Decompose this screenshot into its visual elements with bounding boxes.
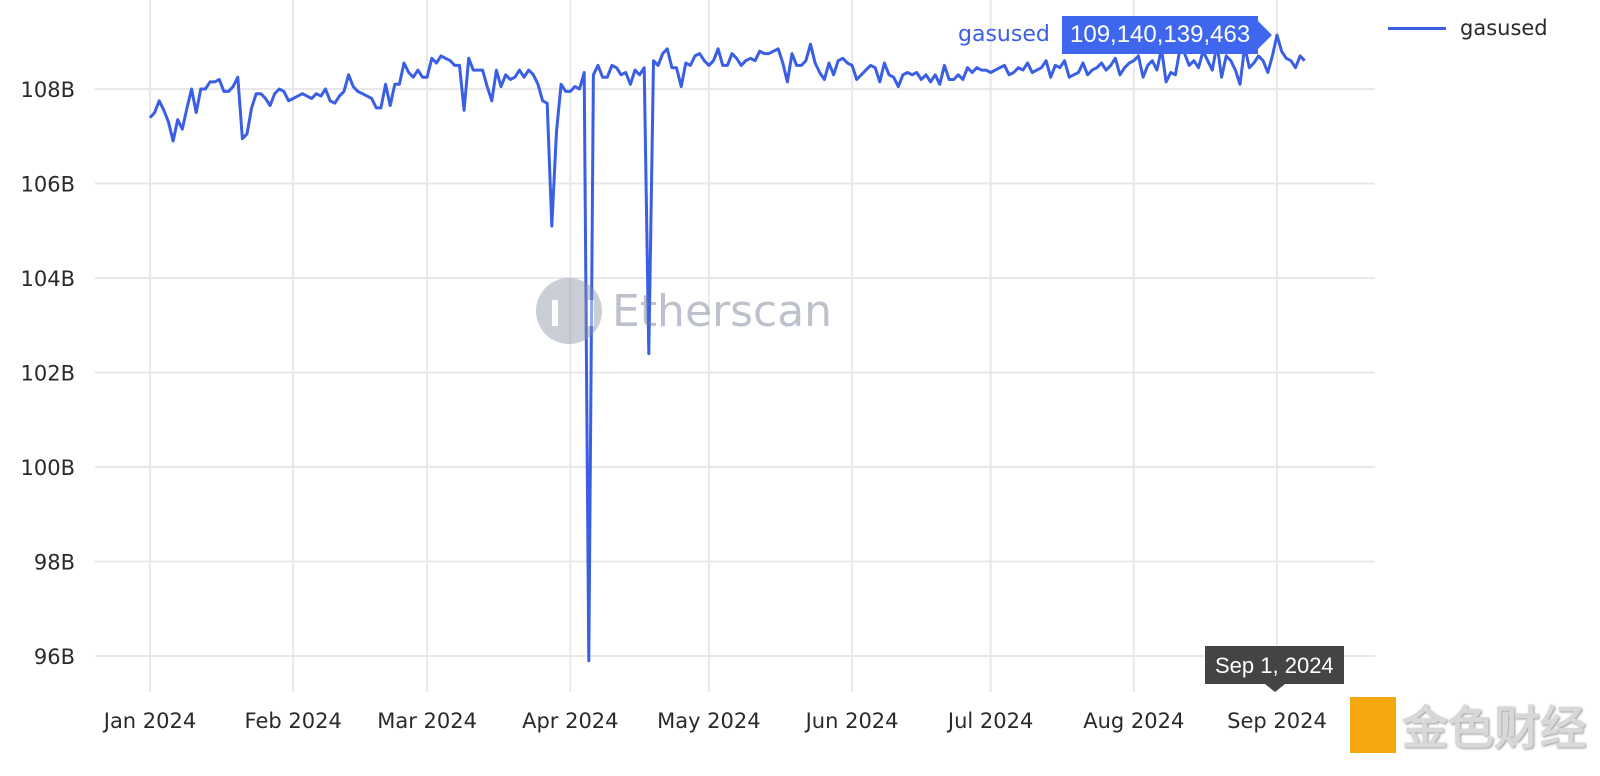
x-tick-label: Mar 2024 (377, 709, 477, 733)
y-tick-label: 108B (21, 78, 76, 102)
x-tick-label: Sep 2024 (1227, 709, 1327, 733)
series-line-gasused[interactable] (148, 33, 1306, 663)
x-axis: Jan 2024 Feb 2024 Mar 2024 Apr 2024 May 2024… (102, 709, 1327, 733)
etherscan-logo-icon (536, 278, 602, 344)
hover-value-tooltip: 109,140,139,463 (1062, 16, 1273, 54)
legend-swatch (1388, 26, 1446, 30)
grid (95, 0, 1375, 692)
x-tick-label: Apr 2024 (522, 709, 618, 733)
jinse-logo-icon (1350, 697, 1396, 753)
etherscan-watermark: Etherscan (536, 278, 832, 344)
y-tick-label: 104B (21, 267, 76, 291)
y-tick-label: 102B (21, 362, 76, 386)
x-tick-label: May 2024 (657, 709, 761, 733)
y-tick-label: 106B (21, 173, 76, 197)
jinse-watermark-text: 金色财经 (1402, 702, 1586, 754)
x-tick-label: Jul 2024 (946, 709, 1033, 733)
x-tick-label: Jun 2024 (804, 709, 899, 733)
hover-date-tooltip: Sep 1, 2024 (1205, 646, 1344, 692)
legend-label: gasused (1460, 16, 1548, 40)
legend-item-gasused[interactable]: gasused (1388, 16, 1548, 40)
etherscan-watermark-text: Etherscan (612, 285, 833, 337)
x-tick-label: Feb 2024 (245, 709, 342, 733)
jinse-watermark: 金色财经 (1350, 692, 1586, 758)
x-tick-label: Jan 2024 (102, 709, 197, 733)
hover-series-label: gasused (958, 22, 1050, 47)
y-tick-label: 98B (34, 551, 75, 575)
y-tick-label: 100B (21, 456, 76, 480)
y-tick-label: 96B (34, 645, 75, 669)
x-tick-label: Aug 2024 (1083, 709, 1184, 733)
y-axis: 96B 98B 100B 102B 104B 106B 108B (21, 78, 76, 669)
